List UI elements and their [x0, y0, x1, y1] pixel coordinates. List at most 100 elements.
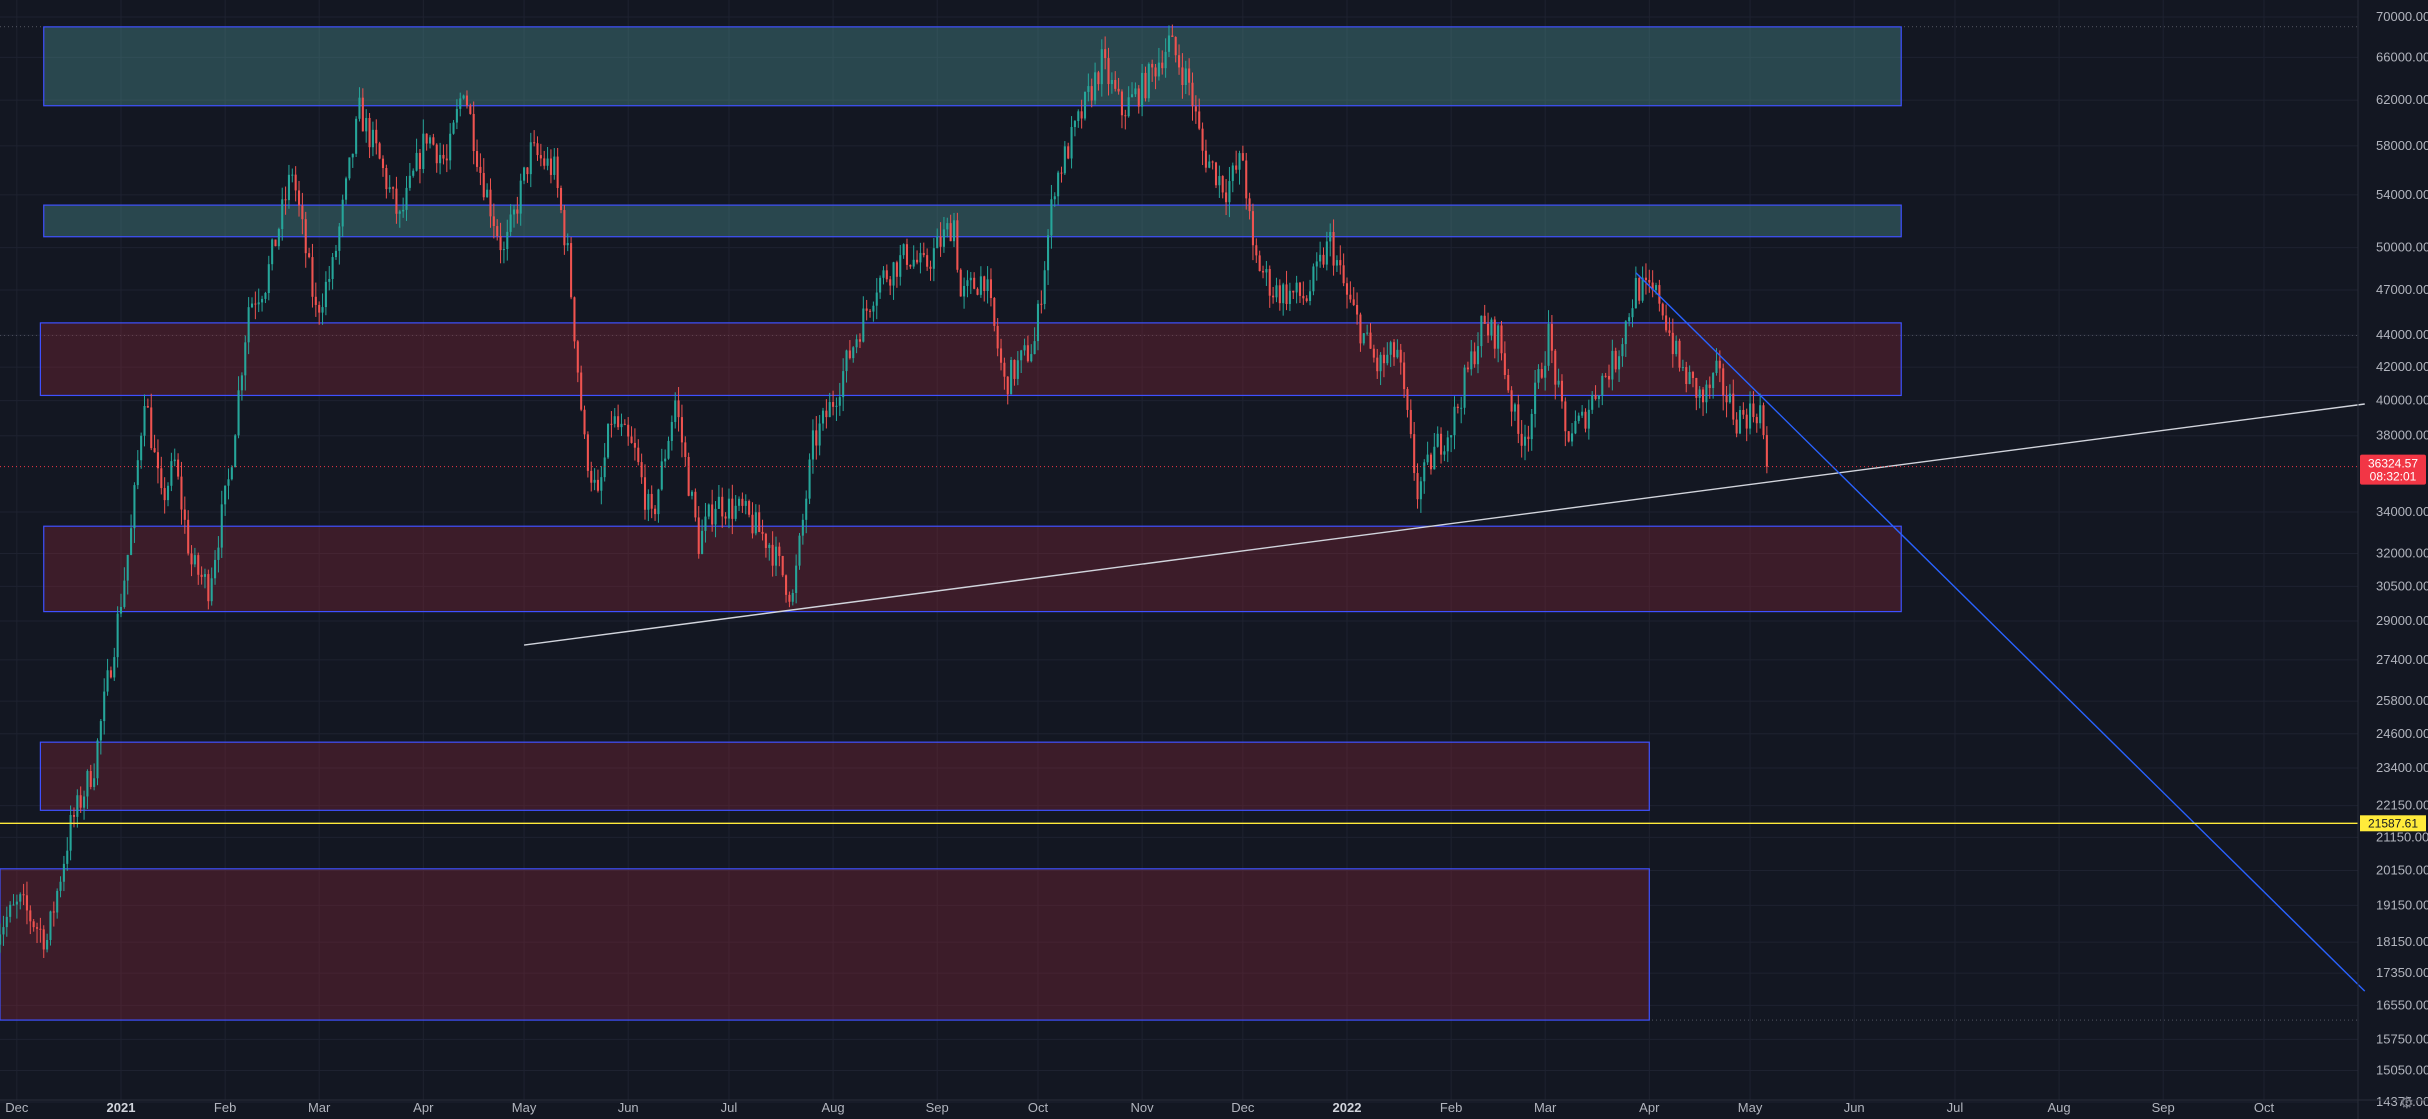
candle-body	[1517, 404, 1520, 434]
resistance-trendline[interactable]	[1635, 272, 2366, 992]
level-badge	[2360, 815, 2426, 832]
candle-body	[160, 468, 163, 489]
candle-body	[1436, 433, 1439, 447]
demand-zone[interactable]	[0, 868, 1650, 1021]
candle-body	[9, 904, 12, 917]
candle-body	[1033, 341, 1036, 355]
candle-body	[1040, 303, 1043, 305]
candle-body	[999, 348, 1003, 363]
candle-body	[106, 670, 109, 692]
price-axis[interactable]: 70000.00 66000.00 62000.00 58000.00 54000.00…	[2357, 0, 2428, 1119]
demand-zone[interactable]	[43, 525, 1902, 613]
candle-body	[529, 142, 532, 175]
candle-body	[89, 770, 92, 787]
candle-body	[1130, 94, 1134, 98]
candle-body	[1245, 160, 1248, 199]
candle-body	[287, 174, 290, 201]
time-axis[interactable]: Dec 2021 Feb Mar Apr May Jun Jul Aug Sep Oct Nov Dec…	[0, 1099, 2428, 1115]
candle-body	[1151, 63, 1154, 68]
candle-body	[1557, 380, 1560, 385]
candle-body	[771, 544, 774, 566]
candle-body	[617, 416, 620, 428]
candle-body	[862, 308, 865, 342]
candle-body	[758, 512, 761, 532]
candle-body	[183, 509, 186, 520]
candle-body	[1154, 67, 1157, 77]
candle-body	[1604, 375, 1607, 377]
demand-zone[interactable]	[39, 741, 1650, 811]
candle-body	[1376, 357, 1379, 372]
candle-body	[868, 310, 872, 312]
candle-body	[133, 485, 136, 529]
candle-body	[1577, 415, 1580, 422]
candle-body	[210, 578, 213, 602]
candle-body	[1567, 431, 1570, 442]
candle-body	[808, 459, 811, 499]
candle-body	[1265, 269, 1268, 273]
candle-body	[832, 402, 835, 407]
candle-body	[331, 257, 334, 280]
candle-body	[1392, 342, 1396, 358]
candle-body	[996, 325, 999, 349]
candle-body	[986, 279, 989, 291]
demand-zone[interactable]	[39, 322, 1902, 397]
x-tick-label: Feb	[1440, 1100, 1462, 1115]
candle-body	[1591, 394, 1594, 410]
x-tick-label: Sep	[2152, 1100, 2175, 1115]
x-tick-label: Dec	[1231, 1100, 1255, 1115]
candle-body	[1742, 410, 1745, 415]
settings-gear-icon[interactable]: ⚙	[2399, 1095, 2414, 1112]
candle-body	[358, 97, 361, 119]
candle-body	[220, 504, 223, 548]
candle-body	[304, 219, 307, 254]
candle-body	[1218, 176, 1221, 186]
candle-body	[156, 452, 159, 469]
candle-body	[1722, 368, 1725, 396]
y-tick-label: 30500.00	[2376, 578, 2428, 593]
candle-body	[949, 223, 952, 242]
candle-body	[170, 461, 173, 486]
x-tick-label: Jul	[721, 1100, 738, 1115]
candle-body	[455, 108, 458, 123]
candle-body	[1110, 79, 1113, 85]
candle-body	[1097, 72, 1100, 85]
candle-body	[1440, 433, 1443, 455]
candle-body	[479, 166, 482, 173]
candle-body	[314, 296, 317, 305]
y-tick-label: 23400.00	[2376, 760, 2428, 775]
candle-body	[627, 424, 630, 437]
candle-body	[15, 901, 18, 905]
candle-body	[1668, 330, 1671, 333]
supply-zone[interactable]	[43, 26, 1902, 107]
x-tick-label: Oct	[2254, 1100, 2275, 1115]
candle-body	[989, 279, 992, 299]
candle-body	[1077, 111, 1080, 122]
candle-body	[1759, 405, 1762, 424]
candle-body	[126, 554, 129, 581]
candle-body	[835, 405, 838, 407]
candle-body	[435, 144, 438, 164]
candle-body	[418, 152, 421, 169]
candle-body	[1537, 369, 1540, 383]
x-tick-label: May	[1738, 1100, 1763, 1115]
y-tick-label: 17350.00	[2376, 965, 2428, 980]
candle-body	[381, 158, 385, 169]
candle-body	[727, 498, 731, 519]
supply-zone[interactable]	[43, 204, 1902, 238]
candle-body	[1258, 255, 1261, 272]
candle-body	[983, 276, 986, 291]
candle-body	[385, 168, 388, 190]
candle-body	[818, 423, 821, 446]
candle-body	[1332, 231, 1335, 266]
candle-body	[388, 187, 391, 190]
candle-body	[35, 927, 39, 929]
candle-body	[640, 462, 643, 478]
candle-body	[1396, 349, 1399, 358]
candle-body	[1302, 295, 1305, 299]
support-trendline[interactable]	[523, 403, 2365, 646]
candle-body	[1087, 86, 1090, 92]
candle-body	[1298, 282, 1302, 296]
candle-body	[1013, 359, 1016, 379]
x-tick-label: Aug	[822, 1100, 845, 1115]
